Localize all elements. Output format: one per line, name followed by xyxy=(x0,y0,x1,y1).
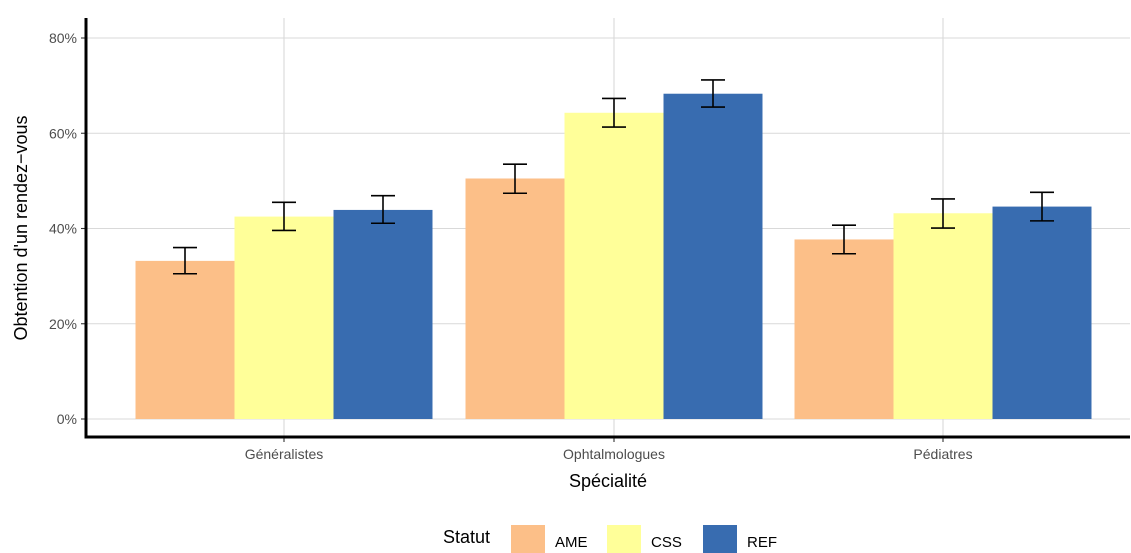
y-tick-label: 20% xyxy=(49,316,77,332)
legend-label-css: CSS xyxy=(651,534,682,551)
error-bar-ame xyxy=(503,163,527,195)
bar-ref xyxy=(333,209,433,419)
y-tick-label: 0% xyxy=(57,411,77,427)
error-bar-css xyxy=(931,198,955,229)
bar-ame xyxy=(135,260,235,419)
legend-label-ref: REF xyxy=(747,534,777,551)
y-tick-label: 40% xyxy=(49,221,77,237)
error-bar-css xyxy=(602,97,626,128)
error-bars xyxy=(173,79,1054,275)
y-tick-label: 80% xyxy=(49,30,77,46)
legend: Statut AME CSS REF xyxy=(443,525,777,553)
legend-key-css xyxy=(607,525,641,553)
error-bar-ame xyxy=(173,246,197,275)
y-axis-title: Obtention d'un rendez−vous xyxy=(11,115,31,340)
tick-labels: 0% 20% 40% 60% 80% Généralistes Ophtalmologues… xyxy=(49,30,973,462)
bar-ref xyxy=(992,206,1092,419)
bars xyxy=(135,93,1092,420)
bar-ame xyxy=(794,239,894,419)
bar-css xyxy=(893,213,993,419)
legend-key-ref xyxy=(703,525,737,553)
legend-title: Statut xyxy=(443,527,490,547)
axes xyxy=(81,18,1130,442)
legend-label-ame: AME xyxy=(555,534,588,551)
error-bar-ref xyxy=(1030,191,1054,222)
y-tick-label: 60% xyxy=(49,125,77,141)
error-bar-css xyxy=(272,201,296,232)
legend-key-ame xyxy=(511,525,545,553)
x-tick-label: Ophtalmologues xyxy=(563,446,665,462)
x-tick-label: Généralistes xyxy=(245,446,324,462)
error-bar-ref xyxy=(701,79,725,108)
error-bar-ref xyxy=(371,194,395,225)
x-tick-label: Pédiatres xyxy=(913,446,972,462)
bar-css xyxy=(564,112,664,420)
bar-css xyxy=(234,216,334,419)
x-axis-title: Spécialité xyxy=(569,471,647,491)
bar-ref xyxy=(663,93,763,419)
error-bar-ame xyxy=(832,224,856,255)
bar-ame xyxy=(465,178,565,419)
